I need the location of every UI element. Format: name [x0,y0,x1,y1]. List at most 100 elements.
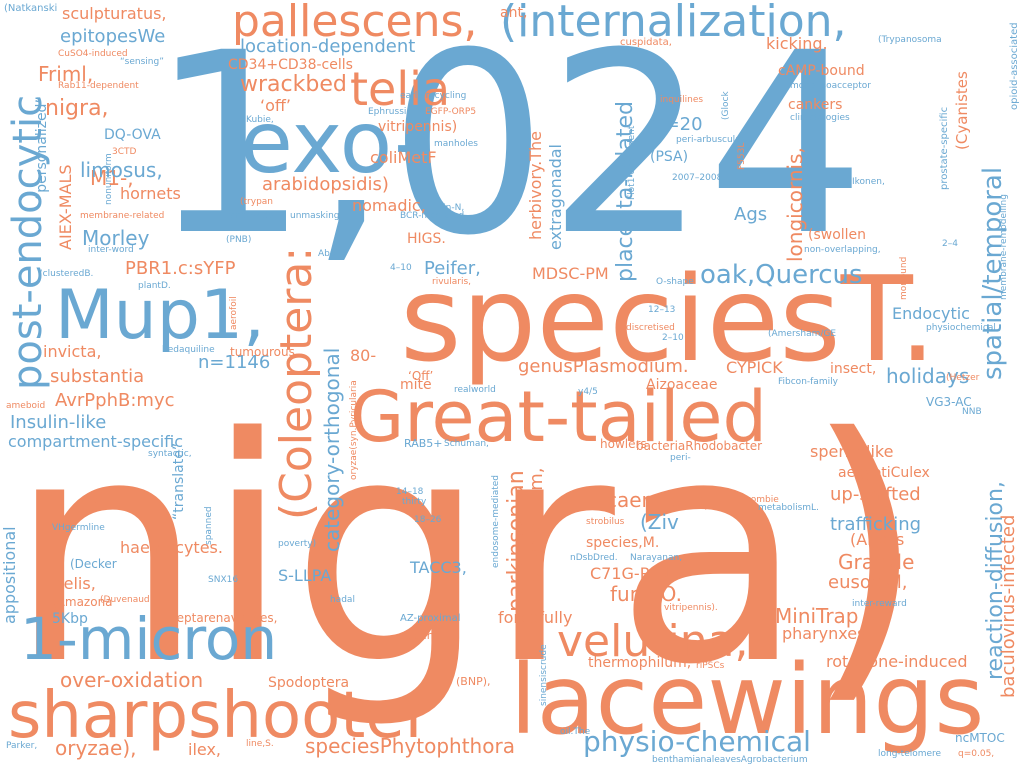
word-invicta: invicta, [43,342,102,361]
word-vg3ac: VG3-AC [926,395,972,409]
word-speciesphytophthora: speciesPhytophthora [305,734,515,758]
word-tumourous: tumourous [230,345,295,359]
word-nonoverlap: non-overlapping, [804,245,881,255]
word-nigra-small: nigra, [45,96,109,121]
word-2-4: 2–4 [942,239,958,249]
word-telia: telia [350,62,451,116]
word-wrackbed: wrackbed [240,72,347,97]
word-arabidopsidis: arabidopsidis) [262,174,389,195]
word-epitopeswe: epitopesWe [60,26,166,47]
word-compartment: compartment-specific [8,432,184,451]
word-ephrussi: Ephrussi, [368,107,410,117]
word-extragonadal: extragonadal [546,144,565,250]
word-overoxidation: over-oxidation [60,668,204,692]
word-kicking: kicking. [766,34,828,53]
word-c71g: C71G-PFN1 [590,564,681,583]
word-rangewide: rangewide [226,211,274,221]
word-unmasking: unmasking. [290,211,343,221]
word-climatologies: climatologies [790,113,850,123]
word-discretised: discretised [626,323,675,333]
word-mdscpm: MDSC-PM [532,264,609,283]
word-peifer: Peifer, [424,258,481,279]
word-anolis: (Anolis [850,530,905,549]
word-m1: M1-, [90,166,134,190]
word-vhgermline: VHgermline [52,523,105,533]
word-trafficking: trafficking [830,514,922,535]
word-longicornis: longicornis, [783,147,807,262]
word-5kbp: 5Kbp [52,611,88,627]
word-fibcon: Fibcon-family [778,377,838,387]
word-schuman: Schuman, [444,439,489,449]
word-q005: q=0.05, [958,749,995,759]
word-nnb: NNB [962,407,982,417]
word-snx16: SNX16 [208,575,239,585]
word-cuspidata: cuspidata, [620,37,672,48]
word-flot1: Flot1-dependent [627,125,637,200]
word-ncmtoc: ncMTOC [955,731,1005,745]
word-vitripennis: vitripennis) [378,119,458,135]
word-interreward: inter-reward [852,599,907,609]
word-amersham: (Amersham/GE [768,329,837,339]
word-cd34: CD34+CD38-cells [228,57,353,73]
word-c20: C=20 [652,114,703,135]
word-friml: Friml, [38,62,94,86]
word-locationdep: location-dependent [240,36,416,57]
word-hetzer: (Hetzer [946,373,980,383]
word-y45: y4/5 [578,387,598,397]
word-ant: ant, [500,5,528,21]
word-oryzae: oryzae), [55,736,137,760]
word-18-26: 18–26 [414,515,442,525]
word-parkinsonian: parkinsonian [504,470,529,612]
word-syntactic: syntactic, [148,449,192,459]
word-nigra-big: nigra) [8,372,926,733]
word-higs: HIGS. [407,231,446,247]
word-cankers: cankers [788,97,843,113]
word-tacc3: TACC3, [410,558,467,577]
word-14-18: 14–18 [396,487,424,497]
word-n1146: n=1146 [198,352,271,373]
word-morley: Morley [82,226,150,250]
word-speciest: speciesT. [400,250,937,388]
word-rab5: RAB5+ [404,437,443,450]
word-abp1: Abp1 [318,249,342,259]
word-sinensiscrude: sinensiscrude [539,644,549,706]
word-egfporp5: EGFP-ORP5 [425,107,477,117]
word-ameboid: ameboid [6,401,46,411]
word-endocytic: Endocytic [892,304,970,323]
word-rab11: Rab11-dependent [58,81,139,91]
word-bnp: (BNP), [456,675,491,688]
word-80: 80- [350,346,377,365]
word-camp: cAMP-bound [778,63,865,79]
word-baculovirus: baculovirus-infected [998,514,1019,698]
word-substantia: substantia [50,366,145,387]
word-narayanan: Narayanan, [630,553,683,563]
word-oshape: O-shape [656,277,694,287]
word-holidays: holidays [886,364,970,388]
word-haemocytes: haemocytes. [120,538,223,557]
word-spodoptera: Spodoptera [268,675,350,691]
word-glock: (Glock [721,91,731,120]
word-moribund: moribund [899,256,909,300]
word-duvenaud: (Duvenaud [100,595,150,605]
word-2-10: 2–10 [662,333,684,343]
word-interword: inter-word [88,245,134,255]
word-clusteredb: “clusteredB. [38,269,94,279]
word-ikonen: Ikonen, [852,177,885,187]
word-sllpa: S-LLPA [278,566,332,585]
word-trypan: (trypan [240,197,273,207]
word-hornets: hornets [120,184,181,203]
word-coleoptera: (Coleoptera: [271,246,322,520]
word-dqova: DQ-OVA [104,127,161,143]
word-off1: ‘off’ [260,96,291,115]
word-periarbuscular: peri-arbuscular [676,135,745,145]
word-caeruleus: caeruleus, [606,488,710,512]
word-strobilus: strobilus [586,517,625,527]
word-reptarena: reptarenaviruses, [172,611,278,625]
word-prostate: prostate-specific [939,106,950,190]
word-aiexmals: AIEX-MALS [56,164,75,250]
word-endosome: endosome-mediated [491,474,501,568]
word-longtelomere: long-telomere [878,749,942,759]
word-inquilines: inquilines [660,95,704,105]
word-48h: 48H [78,494,111,513]
